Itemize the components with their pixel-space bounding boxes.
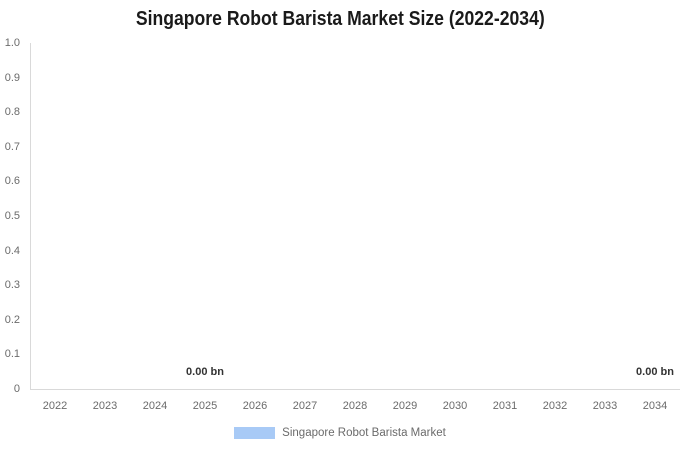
legend-item-singapore-robot-barista-market[interactable]: Singapore Robot Barista Market	[234, 426, 446, 440]
y-tick-label: 0.1	[4, 348, 20, 361]
y-tick-label: 0.2	[4, 313, 20, 326]
x-tick-label: 2029	[392, 400, 418, 412]
series-area-zero-line	[30, 388, 680, 389]
y-tick-label: 0.7	[4, 140, 20, 153]
chart-title-row: Singapore Robot Barista Market Size (202…	[0, 8, 680, 31]
data-label: 0.00 bn	[636, 366, 674, 378]
chart-title: Singapore Robot Barista Market Size (202…	[135, 8, 545, 30]
y-tick-label: 0	[13, 383, 20, 395]
x-tick-label: 2031	[492, 400, 518, 412]
y-tick-label: 0.5	[4, 210, 20, 222]
y-tick-label: 1.0	[4, 37, 20, 49]
y-tick-label: 0.3	[4, 279, 20, 292]
x-tick-label: 2025	[192, 400, 218, 412]
x-tick-label: 2032	[542, 400, 568, 412]
x-tick-label: 2027	[292, 400, 318, 412]
x-tick-label: 2023	[92, 400, 118, 412]
y-tick-label: 0.9	[4, 71, 20, 84]
y-tick-label: 0.8	[4, 106, 20, 119]
legend-label: Singapore Robot Barista Market	[282, 427, 446, 439]
x-tick-label: 2026	[242, 400, 268, 412]
x-tick-label: 2028	[342, 400, 368, 412]
x-tick-label: 2022	[42, 400, 68, 412]
legend: Singapore Robot Barista Market	[0, 426, 680, 440]
x-tick-label: 2034	[642, 400, 668, 412]
data-label: 0.00 bn	[186, 366, 224, 378]
x-tick-label: 2033	[592, 400, 618, 412]
y-tick-label: 0.4	[4, 244, 20, 257]
legend-swatch-icon	[234, 427, 276, 439]
x-tick-label: 2024	[142, 400, 168, 412]
x-tick-label: 2030	[442, 400, 468, 412]
y-tick-label: 0.6	[4, 175, 20, 188]
plot-area	[30, 43, 680, 390]
